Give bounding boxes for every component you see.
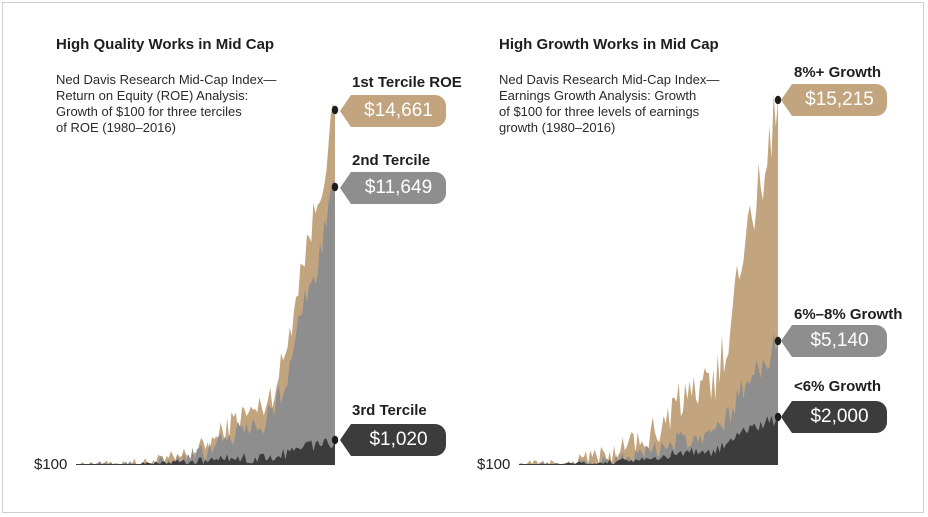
right-series-2-name: 6%–8% Growth xyxy=(794,306,903,323)
left-series-1-end-marker xyxy=(331,105,339,115)
right-series-area-3 xyxy=(519,415,778,465)
right-series-2-end-marker xyxy=(774,336,782,346)
left-series-3-name: 3rd Tercile xyxy=(352,402,427,419)
right-series-1-value-tag: $15,215 xyxy=(781,84,887,116)
right-base-label: $100 xyxy=(477,456,511,473)
right-series-3-name: <6% Growth xyxy=(794,378,882,395)
left-chart-title: High Quality Works in Mid Cap xyxy=(56,36,275,53)
left-chart-subtitle: Ned Davis Research Mid-Cap Index— Return… xyxy=(56,72,277,135)
left-series-1-value: $14,661 xyxy=(364,100,433,121)
left-series-3-end-marker xyxy=(331,435,339,445)
left-series-3-value-tag: $1,020 xyxy=(340,424,446,456)
left-series-1-value-tag: $14,661 xyxy=(340,95,446,127)
left-series-1-name: 1st Tercile ROE xyxy=(352,74,462,91)
left-series-area-3 xyxy=(76,438,335,465)
left-series-3-value: $1,020 xyxy=(369,429,428,450)
right-series-area-2 xyxy=(519,332,778,465)
left-series-2-value-tag: $11,649 xyxy=(340,172,446,204)
right-series-1-value: $15,215 xyxy=(805,89,874,110)
left-series-2-end-marker xyxy=(331,182,339,192)
right-series-3-end-marker xyxy=(774,412,782,422)
left-series-area-2 xyxy=(76,179,335,465)
right-chart-title: High Growth Works in Mid Cap xyxy=(499,36,719,53)
right-series-2-value-tag: $5,140 xyxy=(781,325,887,357)
right-series-1-end-marker xyxy=(774,95,782,105)
right-series-area-1 xyxy=(519,93,778,465)
right-series-1-name: 8%+ Growth xyxy=(794,64,882,81)
left-series-2-name: 2nd Tercile xyxy=(352,152,431,169)
left-series-2-value: $11,649 xyxy=(364,177,433,198)
right-chart-subtitle: Ned Davis Research Mid-Cap Index— Earnin… xyxy=(499,72,720,135)
right-plot-area xyxy=(519,93,782,465)
left-plot-area xyxy=(76,103,339,466)
right-series-2-value: $5,140 xyxy=(810,330,869,351)
left-base-label: $100 xyxy=(34,456,68,473)
right-series-3-value-tag: $2,000 xyxy=(781,401,887,433)
right-series-3-value: $2,000 xyxy=(810,406,869,427)
